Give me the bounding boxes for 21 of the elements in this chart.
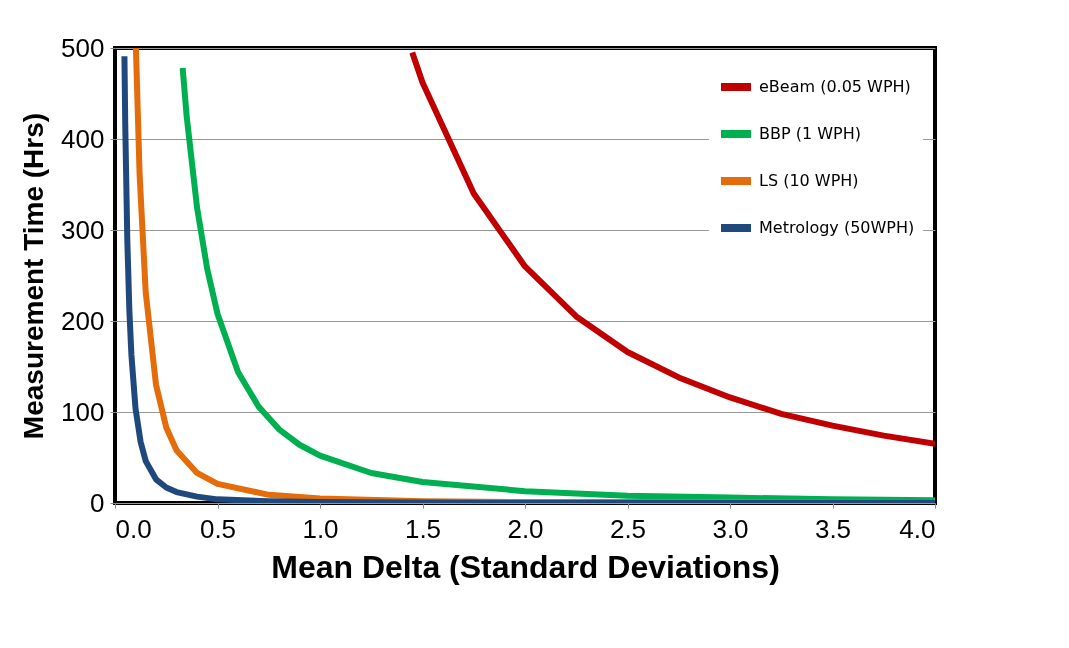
x-tick-label: 0.0 <box>115 513 152 544</box>
y-tick-label: 200 <box>61 305 105 336</box>
x-tick-label: 2.0 <box>507 513 544 544</box>
x-tick-label: 1.5 <box>404 513 442 544</box>
x-axis-title: Mean Delta (Standard Deviations) <box>271 548 780 585</box>
x-tick-label: 2.5 <box>609 513 647 544</box>
y-tick-label: 300 <box>61 214 105 245</box>
legend-label: eBeam (0.05 WPH) <box>759 77 911 96</box>
x-tick-label: 0.5 <box>199 513 237 544</box>
y-axis-title: Measurement Time (Hrs) <box>18 112 50 440</box>
y-tick-label: 0 <box>90 487 105 518</box>
x-tick-label: 1.0 <box>302 513 339 544</box>
y-tick-label: 500 <box>61 32 105 63</box>
x-tick-label: 3.5 <box>814 513 852 544</box>
legend-label: LS (10 WPH) <box>759 171 859 190</box>
x-tick-label: 4.0 <box>899 513 936 544</box>
legend-label: BBP (1 WPH) <box>759 124 861 143</box>
legend-label: Metrology (50WPH) <box>759 218 915 237</box>
y-tick-label: 100 <box>61 396 105 427</box>
x-tick-label: 3.0 <box>712 513 749 544</box>
y-tick-label: 400 <box>61 123 105 154</box>
